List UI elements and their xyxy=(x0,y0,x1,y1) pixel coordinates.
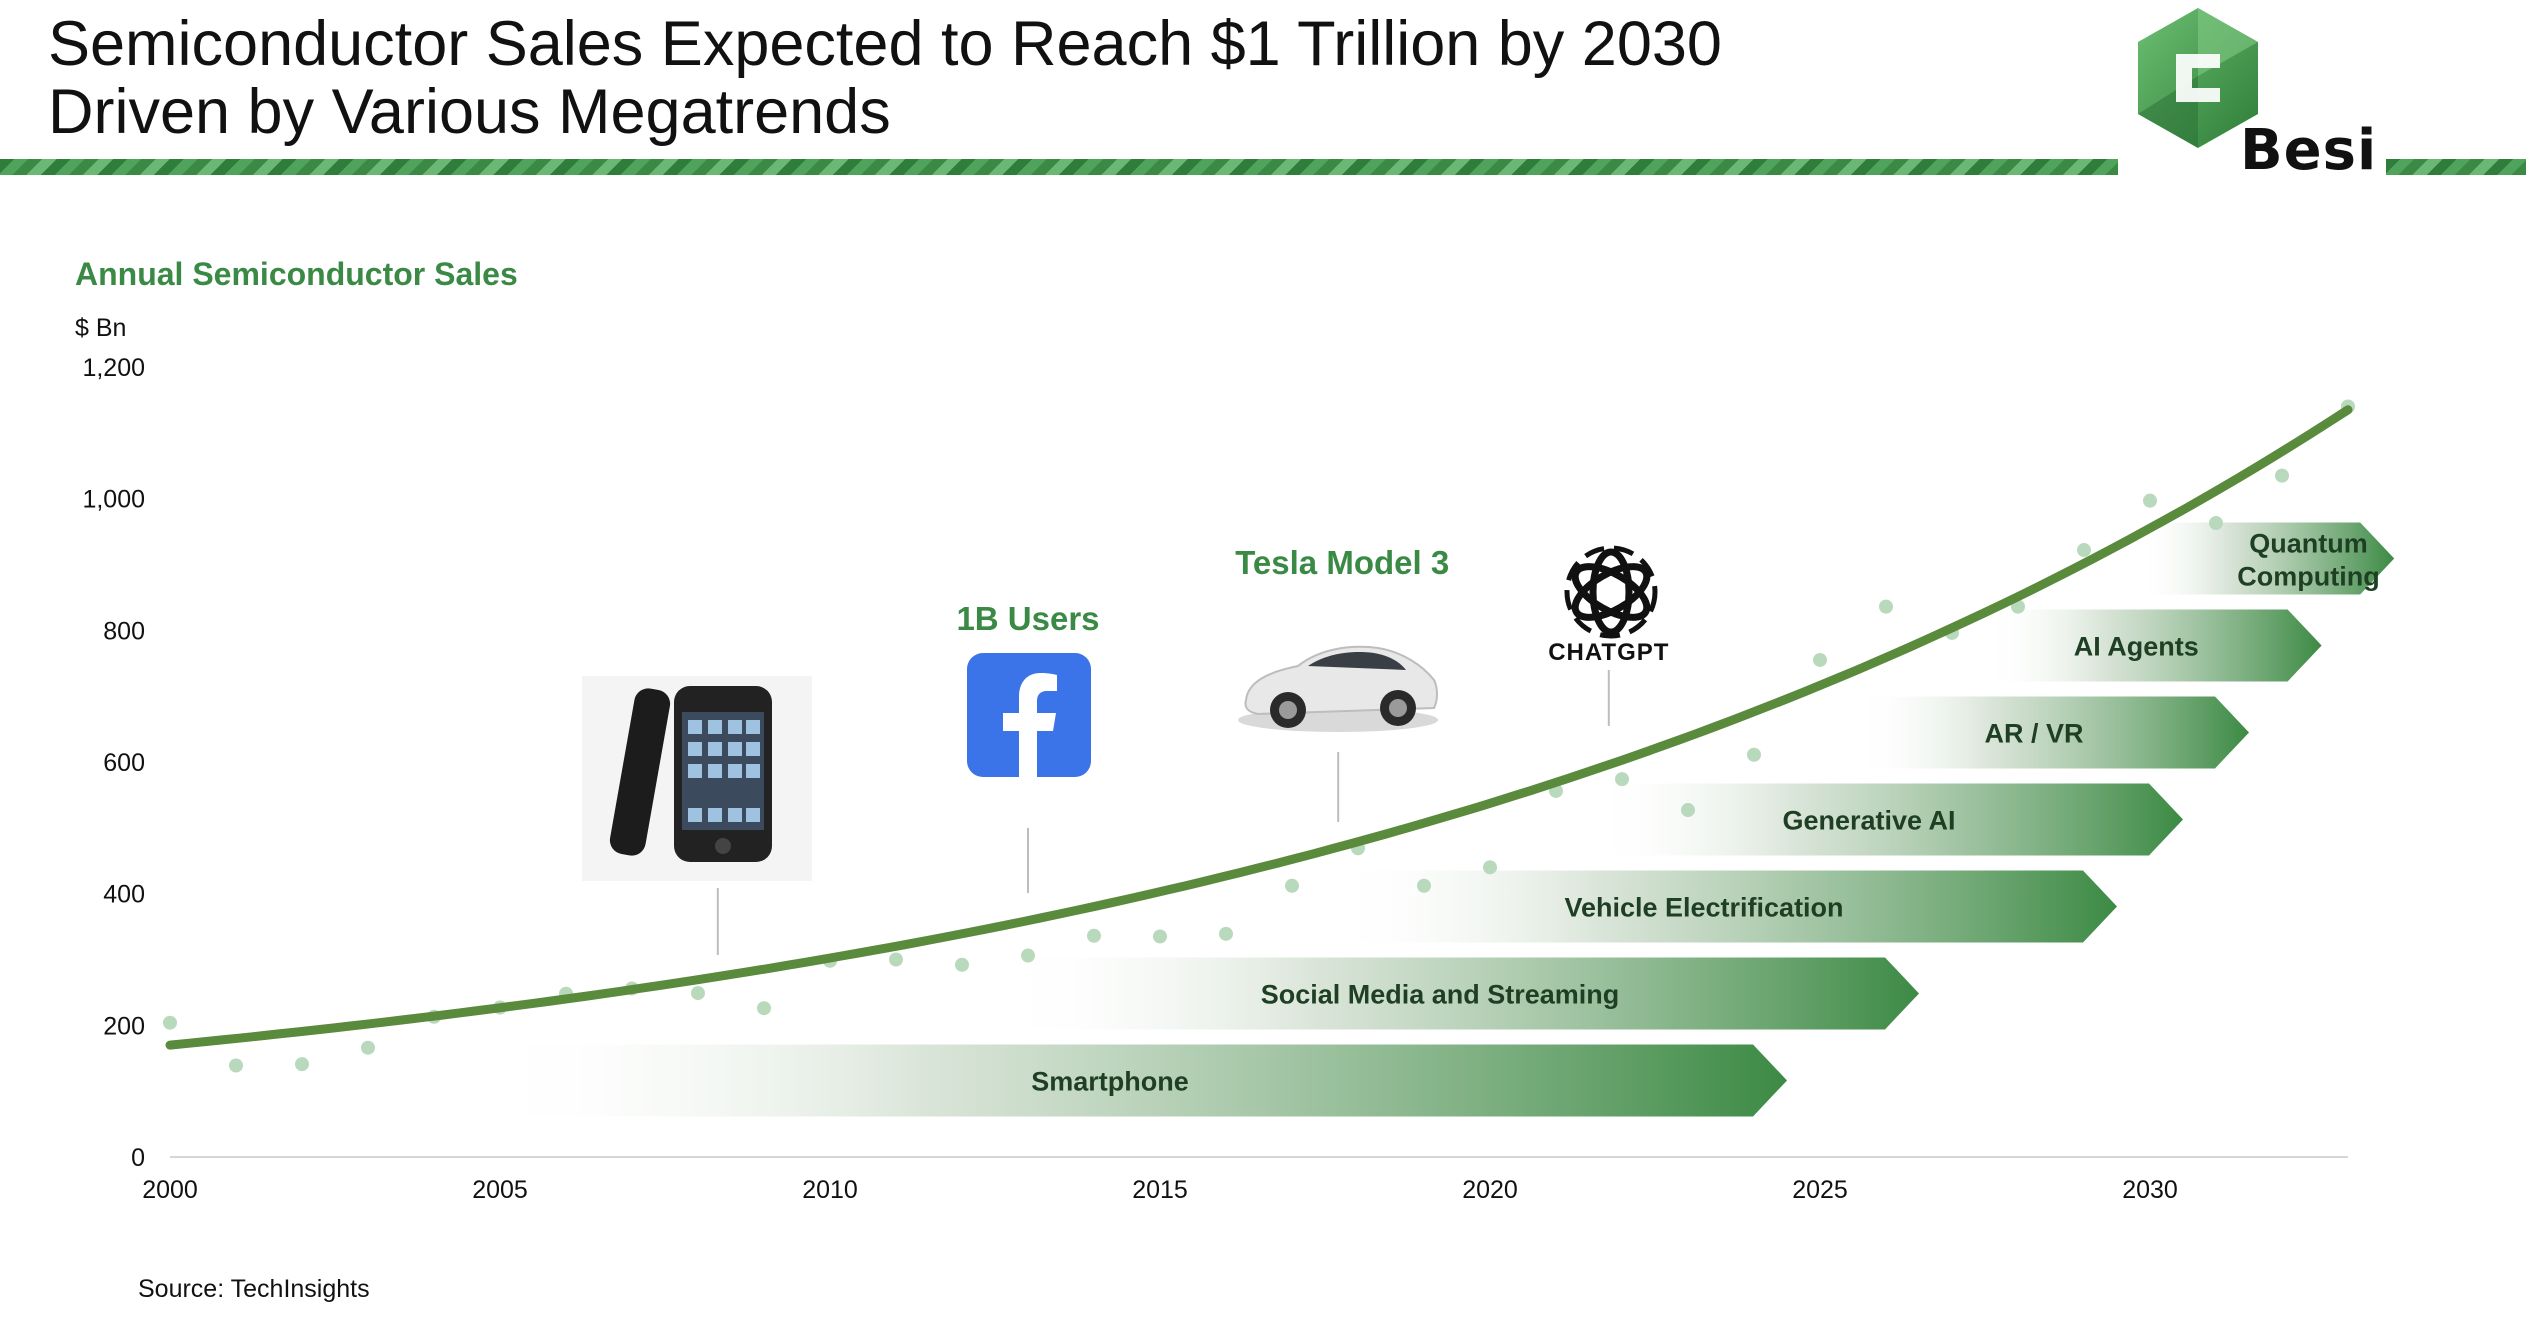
x-tick-label: 2000 xyxy=(142,1176,198,1204)
megatrend-label: Quantum Computing xyxy=(2237,528,2379,591)
data-point xyxy=(1153,929,1167,944)
data-point xyxy=(163,1015,177,1030)
data-point xyxy=(1087,928,1101,943)
data-point xyxy=(691,986,705,1001)
y-tick-label: 200 xyxy=(103,1012,145,1040)
megatrend-band: AI Agents xyxy=(1985,609,2322,682)
y-axis-unit-label: $ Bn xyxy=(75,314,127,342)
data-point xyxy=(2209,516,2223,531)
megatrend-label: AI Agents xyxy=(2074,631,2199,661)
trend-line xyxy=(165,405,2353,1050)
x-tick-label: 2005 xyxy=(472,1176,528,1204)
trend-curve xyxy=(165,405,2353,1050)
y-tick-label: 600 xyxy=(103,749,145,777)
y-tick-label: 1,000 xyxy=(82,486,145,514)
x-tick-label: 2020 xyxy=(1462,1176,1518,1204)
annotation-label: CHATGPT xyxy=(1548,639,1669,666)
megatrend-arrow xyxy=(1325,870,2117,943)
megatrend-arrow xyxy=(1985,609,2322,682)
data-point xyxy=(1615,772,1629,787)
megatrend-label: Vehicle Electrification xyxy=(1564,892,1843,922)
megatrend-arrow xyxy=(1589,783,2183,856)
car-icon xyxy=(1238,645,1438,732)
title-line-2: Driven by Various Megatrends xyxy=(48,77,891,147)
logo-wordmark: Besi xyxy=(2240,118,2378,183)
x-tick-label: 2025 xyxy=(1792,1176,1848,1204)
annotations: 1B Users Tesla Model 3 CHATGPT xyxy=(582,544,1669,955)
slide-title: Semiconductor Sales Expected to Reach $1… xyxy=(48,10,1722,146)
x-tick-label: 2030 xyxy=(2122,1176,2178,1204)
chart-title: Annual Semiconductor Sales xyxy=(75,256,518,292)
data-point xyxy=(2143,493,2157,508)
megatrend-band: Vehicle Electrification xyxy=(1325,870,2117,943)
title-line-1: Semiconductor Sales Expected to Reach $1… xyxy=(48,9,1722,79)
data-point xyxy=(361,1040,375,1055)
data-point xyxy=(1681,803,1695,818)
megatrend-label: Social Media and Streaming xyxy=(1261,979,1620,1009)
data-point xyxy=(889,952,903,967)
megatrend-label: AR / VR xyxy=(1984,718,2083,748)
openai-icon xyxy=(1564,545,1658,639)
data-point xyxy=(295,1057,309,1072)
facebook-icon xyxy=(967,653,1091,777)
megatrend-band: Generative AI xyxy=(1589,783,2183,856)
data-point xyxy=(1285,878,1299,893)
megatrend-band: AR / VR xyxy=(1853,696,2249,769)
data-point xyxy=(1219,926,1233,941)
header-banner-right xyxy=(2386,159,2526,175)
data-point xyxy=(1021,948,1035,963)
megatrend-arrow xyxy=(995,957,1919,1030)
megatrend-arrow xyxy=(2136,522,2395,595)
annotation-label: Tesla Model 3 xyxy=(1235,544,1449,581)
source-note: Source: TechInsights xyxy=(138,1275,370,1303)
data-point xyxy=(2077,543,2091,558)
megatrend-arrow xyxy=(1853,696,2249,769)
megatrend-arrow xyxy=(467,1044,1787,1117)
data-point xyxy=(955,957,969,972)
x-tick-label: 2015 xyxy=(1132,1176,1188,1204)
megatrend-label: Generative AI xyxy=(1782,805,1955,835)
megatrend-bands: Smartphone Social Media and Streaming Vehi… xyxy=(467,522,2395,1117)
data-point xyxy=(1879,599,1893,614)
data-point xyxy=(1483,860,1497,875)
smartphone-icon xyxy=(582,676,812,881)
y-tick-label: 1,200 xyxy=(82,354,145,382)
data-point xyxy=(1747,747,1761,762)
megatrend-band: Smartphone xyxy=(467,1044,1787,1117)
y-tick-label: 400 xyxy=(103,881,145,909)
besi-logo-icon xyxy=(2138,8,2258,148)
header-banner-left xyxy=(0,159,2118,175)
data-point xyxy=(757,1001,771,1016)
y-tick-label: 0 xyxy=(131,1144,145,1172)
megatrend-band: Quantum Computing xyxy=(2136,522,2395,595)
y-tick-label: 800 xyxy=(103,617,145,645)
x-tick-label: 2010 xyxy=(802,1176,858,1204)
data-point xyxy=(2275,468,2289,483)
axes: 0 200 400 600 800 1,000 1,200 2000 2005 2010 2015 2… xyxy=(82,354,2348,1204)
data-points xyxy=(163,399,2355,1073)
megatrend-label: Smartphone xyxy=(1031,1066,1189,1096)
data-point xyxy=(1813,652,1827,667)
annotation-label: 1B Users xyxy=(956,600,1099,637)
megatrend-band: Social Media and Streaming xyxy=(995,957,1919,1030)
data-point xyxy=(1417,878,1431,893)
data-point xyxy=(229,1058,243,1073)
